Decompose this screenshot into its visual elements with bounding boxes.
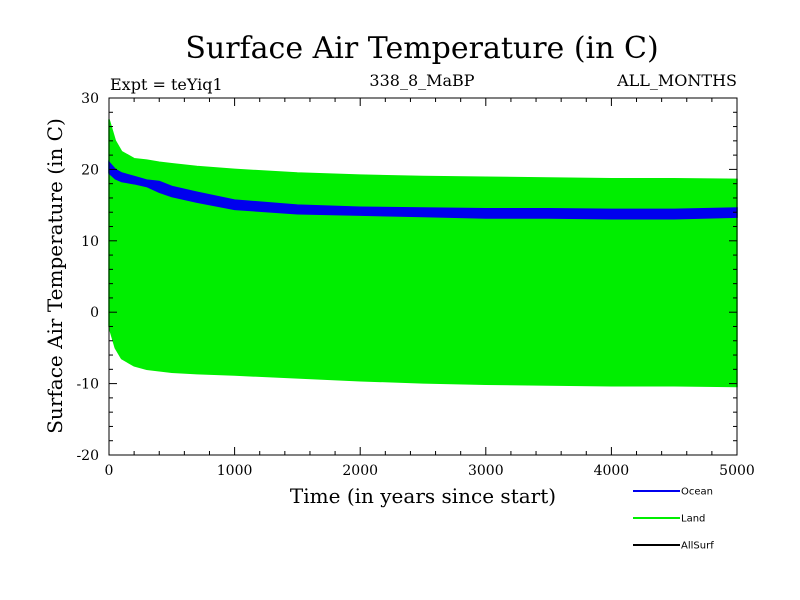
y-tick-label: 0 — [90, 305, 99, 321]
legend-label-allsurf: AllSurf — [681, 541, 714, 552]
y-tick-label: 30 — [81, 91, 99, 107]
x-tick-label: 5000 — [719, 463, 755, 479]
y-tick-label: 10 — [81, 234, 99, 250]
x-tick-label: 1000 — [217, 463, 253, 479]
legend: Ocean Land AllSurf — [633, 487, 714, 552]
legend-label-land: Land — [681, 514, 705, 525]
period-label: 338_8_MaBP — [369, 71, 474, 90]
series-land-band — [108, 119, 738, 388]
y-tick-label: 20 — [81, 162, 99, 178]
y-tick-label: -20 — [76, 448, 99, 464]
x-axis-label: Time (in years since start) — [290, 484, 556, 508]
chart-title: Surface Air Temperature (in C) — [185, 31, 658, 66]
axis-ticks: 0 1000 2000 3000 4000 5000 -20 -10 0 10 20 30 — [76, 91, 754, 479]
legend-label-ocean: Ocean — [681, 487, 713, 498]
plot-area — [108, 119, 738, 388]
x-tick-label: 4000 — [594, 463, 630, 479]
x-tick-label: 3000 — [468, 463, 504, 479]
x-tick-label: 2000 — [342, 463, 378, 479]
y-axis-label: Surface Air Temperature (in C) — [43, 118, 67, 434]
experiment-label: Expt = teYiq1 — [110, 75, 223, 94]
x-tick-label: 0 — [105, 463, 114, 479]
y-tick-label: -10 — [76, 377, 99, 393]
months-label: ALL_MONTHS — [616, 71, 737, 90]
plot-frame — [108, 97, 738, 456]
